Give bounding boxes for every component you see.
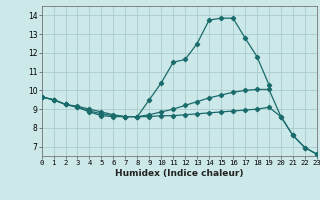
X-axis label: Humidex (Indice chaleur): Humidex (Indice chaleur)	[115, 169, 244, 178]
